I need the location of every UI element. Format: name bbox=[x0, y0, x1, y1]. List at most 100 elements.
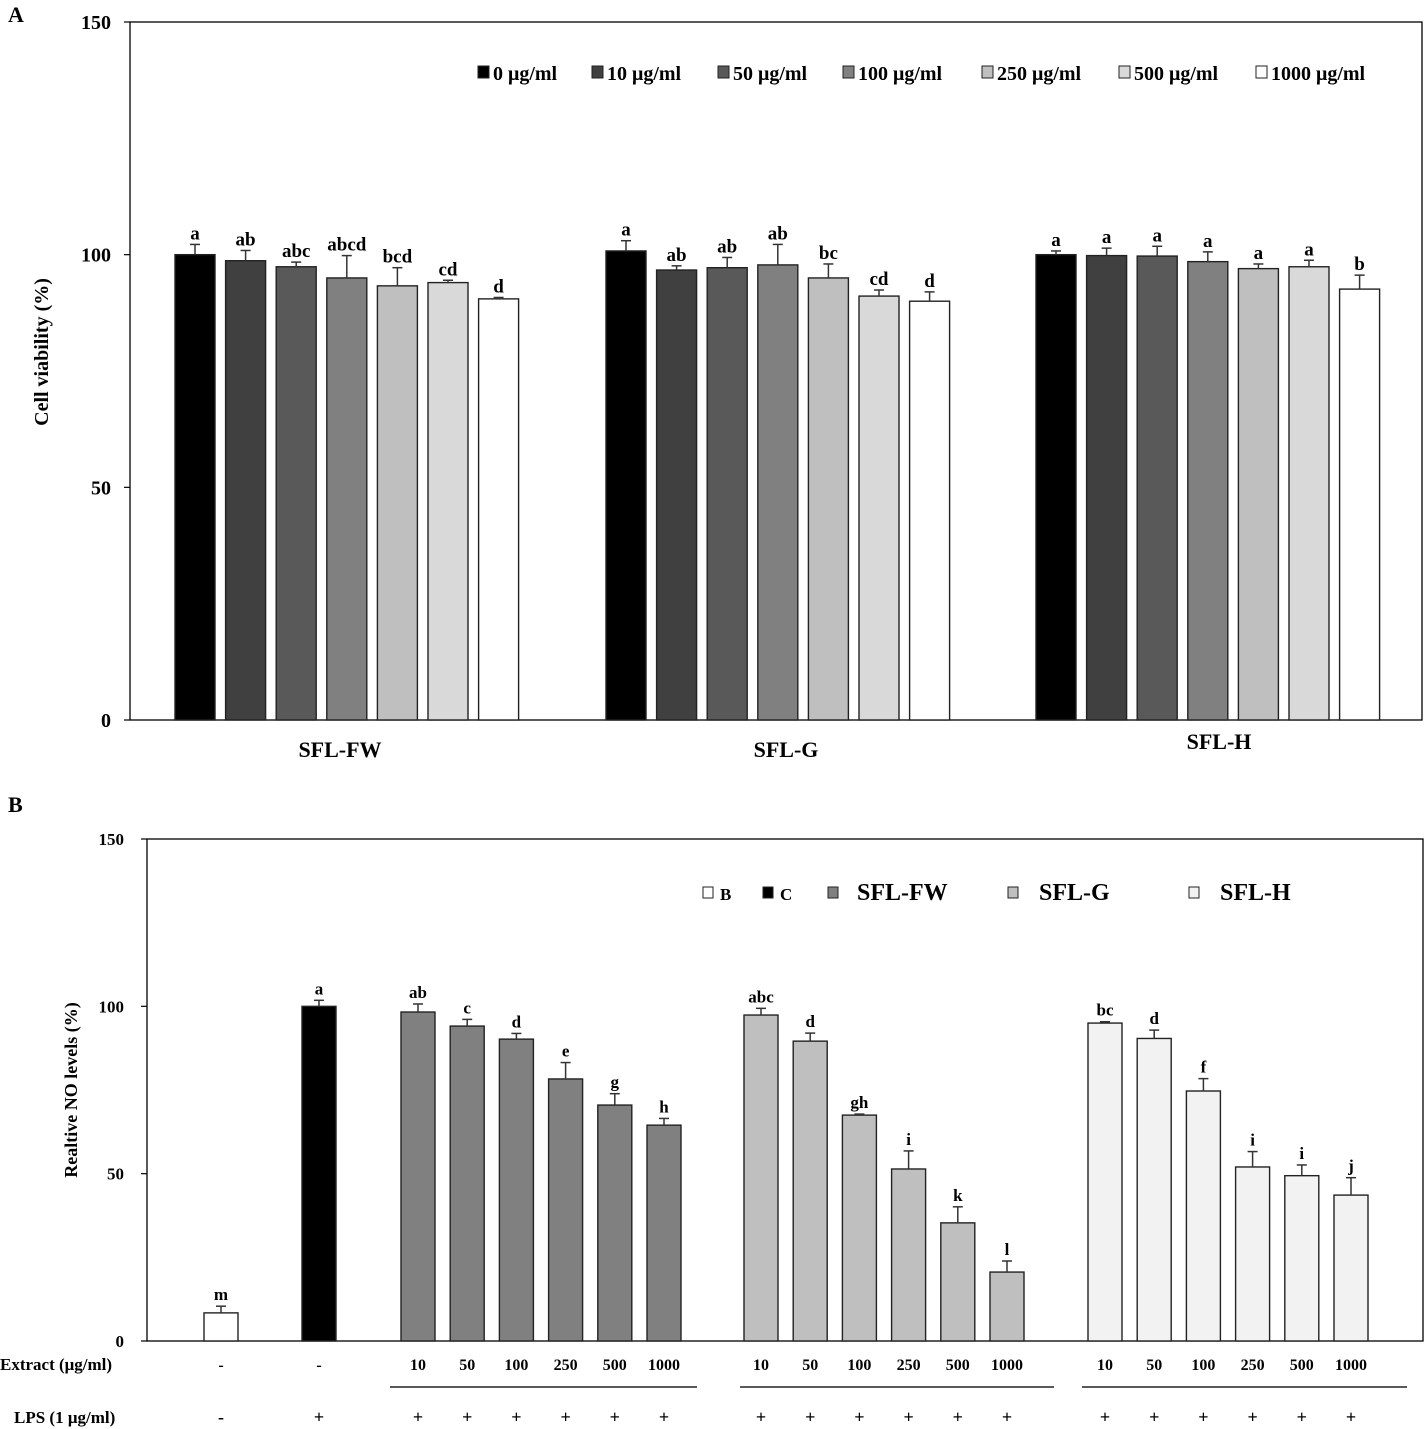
error-bar bbox=[659, 1117, 669, 1126]
significance-label: abcd bbox=[327, 235, 367, 256]
error-bar bbox=[493, 296, 504, 299]
error-bar bbox=[952, 1206, 963, 1223]
legend-label: 50 μg/ml bbox=[733, 63, 808, 85]
bar bbox=[203, 1312, 239, 1342]
legend-item: 50 μg/ml bbox=[717, 63, 808, 85]
y-tick-label: 0 bbox=[116, 1332, 125, 1351]
bar bbox=[547, 1078, 584, 1342]
error-bar bbox=[462, 1018, 473, 1027]
lps-indicator: + bbox=[659, 1407, 669, 1427]
legend-swatch bbox=[1007, 886, 1019, 899]
bar bbox=[1187, 260, 1229, 721]
lps-indicator: + bbox=[1198, 1407, 1208, 1427]
y-tick-label: 0 bbox=[101, 710, 111, 732]
error-bar bbox=[216, 1305, 226, 1313]
bar bbox=[400, 1011, 436, 1342]
significance-label: e bbox=[562, 1042, 570, 1061]
error-bar bbox=[1002, 1260, 1012, 1273]
legend-item: C bbox=[762, 885, 792, 904]
error-bar bbox=[392, 266, 403, 286]
significance-label: d bbox=[924, 271, 935, 292]
error-bar bbox=[341, 254, 352, 278]
extract-dose-label: 10 bbox=[753, 1357, 769, 1374]
extract-dose-label: 100 bbox=[504, 1357, 528, 1374]
legend-item: 250 μg/ml bbox=[981, 63, 1082, 85]
legend-swatch bbox=[762, 886, 774, 899]
extract-dose-label: 1000 bbox=[1335, 1357, 1367, 1374]
error-bar bbox=[1354, 274, 1365, 290]
legend-swatch bbox=[702, 886, 714, 899]
bar bbox=[1185, 1090, 1222, 1342]
legend-item: 10 μg/ml bbox=[591, 63, 682, 85]
extract-dose-label: 250 bbox=[554, 1357, 578, 1374]
bar bbox=[376, 285, 419, 721]
bar bbox=[989, 1271, 1025, 1342]
significance-label: k bbox=[953, 1186, 963, 1205]
error-bar bbox=[1346, 1176, 1356, 1196]
bar bbox=[224, 260, 267, 721]
bar bbox=[174, 253, 216, 721]
bar bbox=[1333, 1194, 1369, 1342]
extract-dose-label: 100 bbox=[847, 1357, 871, 1374]
extract-dose-label: 500 bbox=[946, 1357, 970, 1374]
extract-dose-label: 50 bbox=[802, 1357, 818, 1374]
legend-swatch bbox=[1188, 886, 1200, 899]
significance-label: a bbox=[1051, 230, 1061, 251]
legend-label: 0 μg/ml bbox=[493, 63, 558, 85]
panel-b-label: B bbox=[8, 792, 23, 817]
x-category-label: SFL-H bbox=[1187, 729, 1252, 754]
bar bbox=[743, 1014, 779, 1342]
bar bbox=[449, 1025, 485, 1342]
error-bar bbox=[722, 256, 733, 268]
error-bar bbox=[772, 243, 783, 265]
bar bbox=[1085, 254, 1128, 721]
error-bar bbox=[413, 1003, 423, 1013]
legend-swatch bbox=[717, 65, 730, 79]
extract-dose-label: 1000 bbox=[991, 1357, 1023, 1374]
bar bbox=[1087, 1022, 1123, 1342]
error-bar bbox=[240, 249, 251, 261]
bar bbox=[646, 1124, 682, 1342]
legend-label: 100 μg/ml bbox=[858, 63, 943, 85]
lps-row-label: LPS (1 μg/ml) bbox=[14, 1408, 115, 1427]
error-bar bbox=[1304, 259, 1314, 267]
extract-dose-label: 10 bbox=[1097, 1357, 1113, 1374]
significance-label: a bbox=[1102, 227, 1112, 248]
error-bar bbox=[1253, 263, 1264, 269]
bar bbox=[757, 264, 799, 721]
y-tick-label: 100 bbox=[99, 997, 125, 1016]
error-bar bbox=[291, 261, 302, 267]
significance-label: abc bbox=[282, 241, 311, 262]
legend-swatch bbox=[827, 886, 839, 899]
error-bar bbox=[805, 1032, 816, 1042]
error-bar bbox=[190, 243, 200, 255]
significance-label: i bbox=[1299, 1144, 1304, 1163]
y-tick-label: 150 bbox=[81, 12, 111, 34]
bar bbox=[890, 1168, 927, 1342]
panel-b: B Realtive NO levels (%) Extract (μg/ml)… bbox=[0, 792, 1424, 1427]
bar bbox=[706, 266, 748, 721]
extract-dose-label: 250 bbox=[897, 1357, 921, 1374]
lps-indicator: + bbox=[610, 1407, 620, 1427]
x-category-label: SFL-FW bbox=[298, 737, 381, 762]
error-bar bbox=[1247, 1150, 1258, 1167]
legend-item: 0 μg/ml bbox=[477, 63, 558, 85]
lps-indicator: + bbox=[1346, 1407, 1356, 1427]
lps-indicator: + bbox=[1247, 1407, 1257, 1427]
significance-label: ab bbox=[236, 229, 256, 250]
significance-label: cd bbox=[870, 269, 889, 290]
lps-indicator: + bbox=[462, 1407, 472, 1427]
significance-label: i bbox=[906, 1130, 911, 1149]
error-bar bbox=[621, 239, 631, 251]
x-category-label: SFL-G bbox=[754, 737, 819, 762]
lps-indicator: + bbox=[413, 1407, 423, 1427]
extract-dose-label: 1000 bbox=[648, 1357, 680, 1374]
legend-label: SFL-G bbox=[1039, 880, 1110, 906]
error-bar bbox=[1101, 247, 1112, 256]
bar bbox=[858, 295, 900, 721]
error-bar bbox=[671, 265, 682, 271]
error-bar bbox=[874, 289, 884, 297]
significance-label: a bbox=[1203, 231, 1213, 252]
error-bar bbox=[443, 279, 453, 283]
error-bar bbox=[1152, 245, 1163, 257]
